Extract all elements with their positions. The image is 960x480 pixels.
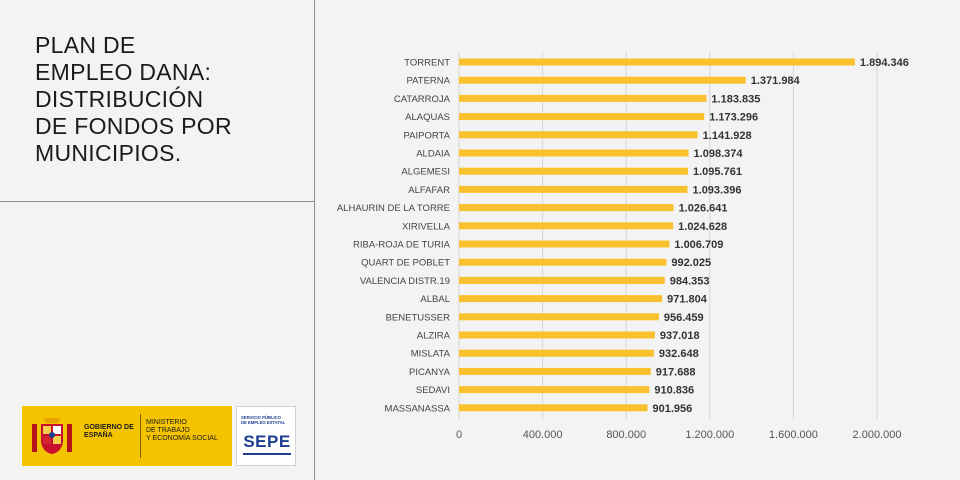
bar: [459, 76, 746, 84]
x-tick-label: 2.000.000: [853, 429, 902, 441]
category-label: MISLATA: [411, 349, 451, 360]
value-label: 1.093.396: [693, 184, 742, 196]
title-line: DE FONDOS POR: [35, 113, 232, 139]
value-label: 1.024.628: [678, 221, 727, 233]
bar: [459, 349, 654, 357]
x-tick-label: 1.600.000: [769, 429, 818, 441]
bar: [459, 94, 707, 102]
value-label: 937.018: [660, 330, 700, 342]
category-label: CATARROJA: [394, 94, 451, 105]
category-label: ALAQUAS: [405, 112, 450, 123]
value-label: 1.894.346: [860, 57, 909, 69]
category-label: PICANYA: [409, 367, 451, 378]
sepe-subtitle-line: SERVICIO PÚBLICO: [241, 415, 281, 420]
bar: [459, 204, 674, 212]
title-line: PLAN DE: [35, 32, 136, 58]
category-label: PATERNA: [407, 76, 451, 87]
category-label: ALHAURIN DE LA TORRE: [337, 203, 450, 214]
category-label: SEDAVI: [416, 385, 450, 396]
category-label: PAIPORTA: [404, 130, 451, 141]
coat-of-arms-icon: [32, 418, 72, 454]
bar: [459, 295, 663, 303]
bar: [459, 58, 855, 66]
sepe-subtitle: SERVICIO PÚBLICO DE EMPLEO ESTATAL: [241, 415, 293, 425]
bar: [459, 113, 705, 121]
bar: [459, 222, 674, 230]
title-line: MUNICIPIOS.: [35, 140, 182, 166]
category-label: XIRIVELLA: [402, 221, 451, 232]
ministry-line: MINISTERIO: [146, 419, 187, 426]
value-label: 1.006.709: [674, 239, 723, 251]
x-tick-label: 800.000: [606, 429, 646, 441]
bar: [459, 313, 659, 321]
value-label: 910.836: [654, 385, 694, 397]
ministry-label: MINISTERIO DE TRABAJO Y ECONOMÍA SOCIAL: [146, 419, 232, 443]
category-label: VALENCIA DISTR.19: [360, 276, 450, 287]
bar: [459, 167, 689, 175]
category-label: MASSANASSA: [385, 403, 451, 414]
value-label: 1.026.641: [679, 203, 728, 215]
value-label: 1.173.296: [709, 112, 758, 124]
bar-chart: 0 400.000 800.000 1.200.000 1.600.000 2.000.0…: [337, 52, 909, 441]
category-label: BENETUSSER: [386, 312, 451, 323]
category-label: ALGEMESI: [401, 167, 450, 178]
title-line: EMPLEO DANA:: [35, 59, 212, 85]
logo-separator: [140, 414, 141, 458]
ministry-line: Y ECONOMÍA SOCIAL: [146, 435, 218, 442]
value-label: 1.098.374: [694, 148, 744, 160]
bar: [459, 258, 667, 266]
gobierno-logo: GOBIERNO DE ESPAÑA MINISTERIO DE TRABAJO…: [22, 406, 232, 466]
value-label: 1.141.928: [703, 130, 752, 142]
category-label: ALZIRA: [417, 331, 451, 342]
page-title: PLAN DE EMPLEO DANA: DISTRIBUCIÓN DE FON…: [35, 32, 295, 167]
bar: [459, 276, 665, 284]
category-label: ALFAFAR: [408, 185, 450, 196]
category-label: TORRENT: [404, 58, 450, 69]
x-tick-label: 1.200.000: [685, 429, 734, 441]
sepe-subtitle-line: DE EMPLEO ESTATAL: [241, 420, 286, 425]
left-panel: PLAN DE EMPLEO DANA: DISTRIBUCIÓN DE FON…: [0, 0, 315, 480]
category-label: ALBAL: [420, 294, 450, 305]
value-label: 992.025: [671, 257, 711, 269]
bar: [459, 149, 689, 157]
x-tick-label: 0: [456, 429, 462, 441]
bar: [459, 367, 651, 375]
sepe-logo: SERVICIO PÚBLICO DE EMPLEO ESTATAL SEPE: [236, 406, 296, 466]
value-label: 1.095.761: [693, 166, 742, 178]
bar: [459, 386, 650, 394]
value-label: 917.688: [656, 366, 696, 378]
bar: [459, 404, 648, 412]
value-label: 1.371.984: [751, 75, 801, 87]
category-label: ALDAIA: [416, 149, 450, 160]
bar: [459, 331, 655, 339]
value-label: 971.804: [667, 294, 708, 306]
value-label: 984.353: [670, 275, 710, 287]
value-label: 901.956: [653, 403, 693, 415]
gobierno-label: GOBIERNO DE ESPAÑA: [84, 424, 134, 439]
x-tick-label: 400.000: [523, 429, 563, 441]
category-label: RIBA-ROJA DE TURIA: [353, 240, 451, 251]
category-label: QUART DE POBLET: [361, 258, 450, 269]
sepe-name: SEPE: [243, 432, 291, 451]
value-label: 956.459: [664, 312, 704, 324]
bar: [459, 131, 698, 139]
ministry-line: DE TRABAJO: [146, 427, 190, 434]
value-label: 1.183.835: [711, 93, 760, 105]
bar: [459, 185, 688, 193]
bar: [459, 240, 670, 248]
value-label: 932.648: [659, 348, 699, 360]
footer-logos: GOBIERNO DE ESPAÑA MINISTERIO DE TRABAJO…: [22, 406, 296, 466]
sepe-underline: [243, 453, 291, 455]
horizontal-divider: [0, 201, 315, 202]
title-line: DISTRIBUCIÓN: [35, 86, 204, 112]
